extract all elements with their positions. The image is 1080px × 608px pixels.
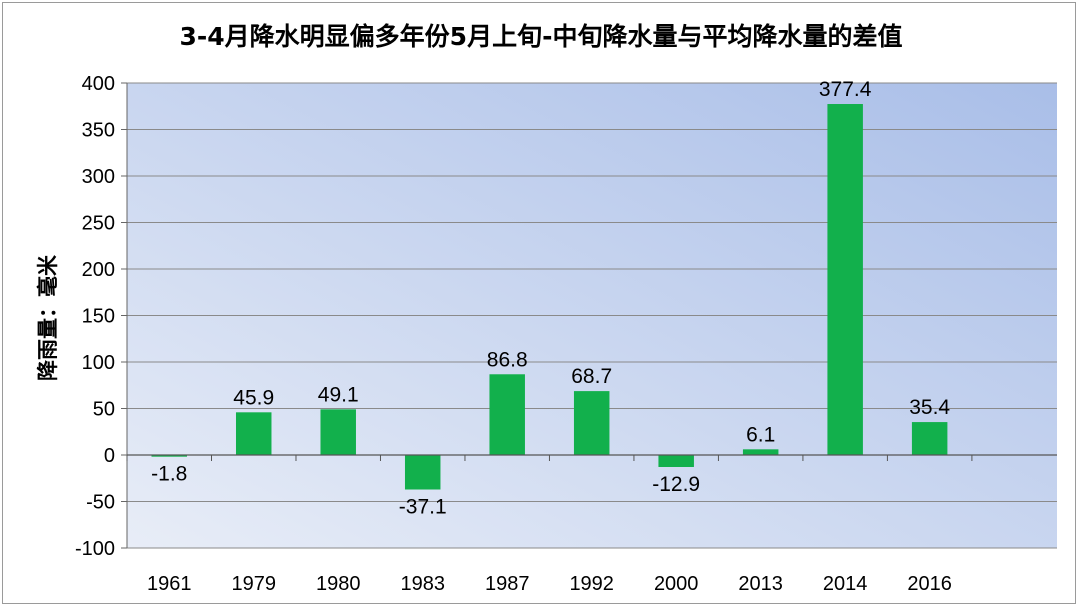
data-label: 68.7: [571, 365, 612, 388]
plot-area: -100 -50 0 50 100 150 200 250 300 350 400 -1.8 1961 4…: [75, 73, 1057, 595]
bar: [404, 455, 441, 490]
data-label: 35.4: [909, 396, 950, 419]
y-tick-label: 100: [82, 352, 115, 374]
data-label: 377.4: [819, 78, 872, 101]
bar: [235, 412, 272, 455]
data-label: 45.9: [233, 386, 274, 409]
data-label: 86.8: [487, 348, 528, 371]
x-tick-label: 1979: [231, 573, 276, 595]
x-tick-label: 1980: [316, 573, 361, 595]
bar: [742, 449, 779, 455]
y-axis-label: 降雨量：毫米: [36, 254, 60, 381]
x-tick-label: 2014: [823, 573, 868, 595]
y-tick-label: 50: [93, 399, 115, 421]
data-label: 49.1: [318, 383, 359, 406]
bar: [320, 409, 356, 455]
chart-title: 3-4月降水明显偏多年份5月上旬-中旬降水量与平均降水量的差值: [180, 22, 903, 51]
x-tick-label: 2000: [654, 573, 699, 595]
y-tick-label: 350: [82, 120, 115, 142]
data-label: -1.8: [151, 463, 187, 486]
bar: [658, 455, 694, 467]
x-tick-label: 2013: [738, 573, 783, 595]
y-tick-label: -50: [86, 492, 115, 514]
data-label: -37.1: [399, 496, 447, 519]
x-tick-label: 2016: [907, 573, 952, 595]
y-tick-label: -100: [75, 538, 115, 560]
bar: [573, 391, 610, 455]
bar: [911, 422, 948, 455]
y-tick-label: 150: [82, 306, 115, 328]
y-tick-label: 400: [82, 73, 115, 95]
y-tick-label: 200: [82, 259, 115, 281]
bar: [489, 374, 525, 455]
y-tick-label: 0: [104, 445, 115, 467]
data-label: 6.1: [746, 423, 775, 446]
bar: [151, 455, 187, 457]
y-tick-label: 300: [82, 166, 115, 188]
y-tick-label: 250: [82, 213, 115, 235]
x-tick-label: 1961: [147, 573, 192, 595]
x-tick-label: 1987: [485, 573, 530, 595]
data-label: -12.9: [652, 473, 700, 496]
x-tick-label: 1992: [569, 573, 614, 595]
bar: [827, 104, 863, 455]
chart-svg: 3-4月降水明显偏多年份5月上旬-中旬降水量与平均降水量的差值 -100 -50 0…: [36, 22, 1057, 595]
x-tick-label: 1983: [400, 573, 445, 595]
